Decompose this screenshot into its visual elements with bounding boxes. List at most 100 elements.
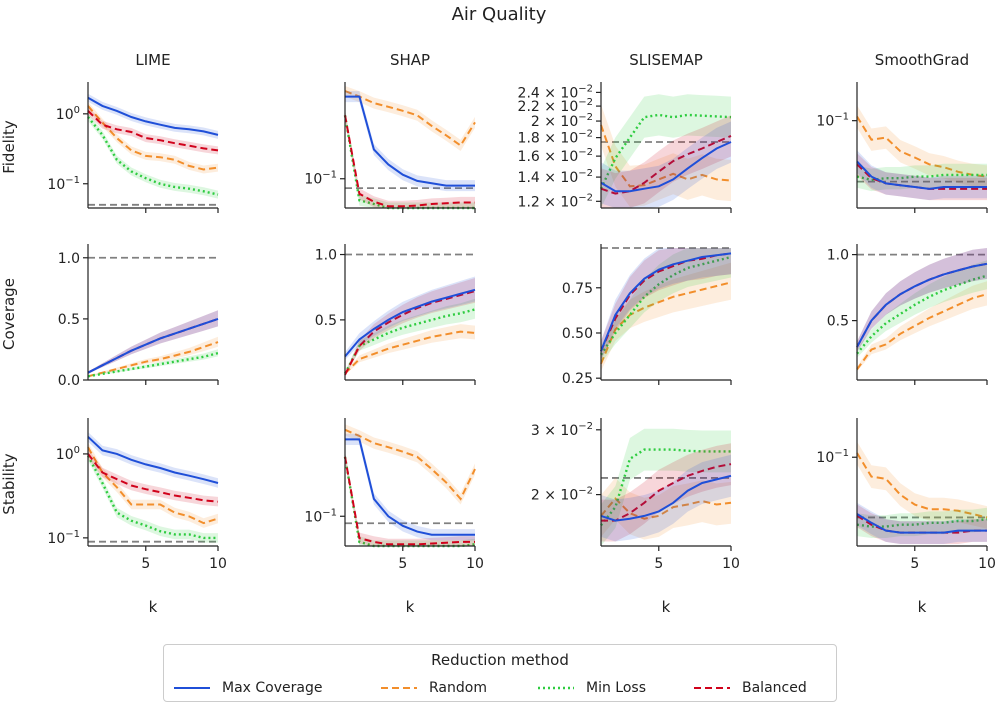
panel-coverage-lime: 1.0 0.5 0.0: [58, 244, 219, 389]
band-max-coverage: [857, 248, 987, 352]
series-line-max-coverage: [345, 438, 475, 536]
series-line-max-coverage: [345, 95, 475, 187]
band-max-coverage: [88, 432, 218, 488]
legend-swatch-random: [381, 687, 417, 689]
panel-stability-shap: 10−1 5 10 k: [304, 418, 484, 616]
series-line-random: [344, 90, 476, 147]
panel-coverage-shap: 1.0 0.5: [315, 244, 476, 385]
y-tick-label: 100: [56, 105, 80, 123]
y-tick-label: 10−1: [816, 448, 849, 466]
y-tick-label: 1.6 × 10−2: [518, 147, 593, 165]
series-line-balanced: [600, 134, 732, 195]
band-max-coverage: [601, 248, 731, 360]
panel-stability-smoothgrad: 10−1 5 10 k: [816, 418, 996, 616]
legend-entries: Max Coverage Random Min Loss Balanced: [164, 678, 836, 698]
band-min-loss: [88, 451, 218, 543]
y-tick-label: 3 × 10−2: [531, 421, 593, 439]
y-tick-label: 0.0: [58, 373, 80, 389]
x-tick-label: 5: [654, 556, 663, 572]
series-line-min-loss: [600, 255, 732, 356]
y-tick-label: 0.50: [562, 326, 593, 342]
band-max-coverage: [857, 502, 987, 544]
y-tick-label: 2 × 10−2: [531, 486, 593, 504]
y-tick-label: 0.75: [562, 281, 593, 297]
band-random: [88, 336, 218, 377]
band-random: [88, 101, 218, 174]
band-max-coverage: [345, 276, 475, 360]
series-line-balanced: [87, 110, 219, 152]
series-line-random: [600, 497, 732, 520]
band-random: [345, 324, 475, 375]
band-min-loss: [601, 248, 731, 364]
band-balanced: [857, 248, 987, 352]
x-tick-label: 10: [978, 556, 996, 572]
series-line-random: [856, 452, 988, 519]
series-line-max-coverage: [600, 474, 732, 522]
y-tick-label: 0.5: [827, 314, 849, 330]
series-line-min-loss: [343, 308, 476, 375]
band-random: [857, 441, 987, 529]
band-balanced: [345, 278, 475, 377]
panel-grid: LIME SHAP SLISEMAP SmoothGrad Fidelity Covera…: [0, 51, 996, 616]
x-tick-label: 10: [209, 556, 227, 572]
series-line-min-loss: [87, 351, 219, 378]
series-line-min-loss: [856, 274, 988, 355]
x-tick-label: 10: [722, 556, 740, 572]
band-random: [601, 477, 731, 540]
y-tick-label: 0.5: [315, 313, 337, 329]
y-tick-label: 10−1: [304, 170, 337, 188]
series-line-max-coverage: [87, 436, 219, 484]
y-tick-label: 0.25: [562, 371, 593, 387]
x-axis-label: k: [662, 598, 671, 616]
panel-coverage-slisemap: 0.75 0.50 0.25: [562, 244, 732, 387]
panel-fidelity-smoothgrad: 10−1: [816, 82, 988, 213]
band-min-loss: [345, 298, 475, 375]
series-line-max-coverage: [87, 96, 219, 136]
x-tick-label: 5: [141, 556, 150, 572]
band-balanced: [601, 115, 731, 208]
legend-label-random: Random: [429, 680, 487, 696]
series-line-random: [87, 446, 219, 525]
legend-entry-balanced: Balanced: [692, 678, 807, 698]
row-title-coverage: Coverage: [0, 278, 18, 350]
figure-canvas: Air Quality LIME SHAP SLISEMAP SmoothGrad Fi…: [0, 4, 996, 616]
column-title-slisemap: SLISEMAP: [629, 51, 703, 69]
y-tick-label: 1.0: [315, 248, 337, 264]
y-tick-label: 1.0: [827, 248, 849, 264]
band-min-loss: [601, 428, 731, 546]
legend-label-balanced: Balanced: [742, 680, 807, 696]
y-tick-label: 10−1: [47, 175, 80, 193]
series-line-random: [600, 124, 732, 188]
y-tick-label: 10−1: [304, 507, 337, 525]
series-line-balanced: [87, 453, 219, 503]
legend-entry-random: Random: [379, 678, 487, 698]
figure-title: Air Quality: [452, 4, 547, 25]
panel-stability-lime: 100 10−1 5 10 k: [47, 418, 227, 616]
x-axis-label: k: [149, 598, 158, 616]
series-line-balanced: [344, 290, 476, 376]
series-line-max-coverage: [600, 141, 732, 193]
x-tick-label: 10: [466, 556, 484, 572]
panel-stability-slisemap: 3 × 10−2 2 × 10−2 5 10 k: [531, 418, 740, 616]
series-line-random: [344, 428, 476, 501]
y-tick-label: 100: [56, 445, 80, 463]
series-line-min-loss: [600, 448, 731, 527]
panel-coverage-smoothgrad: 1.0 0.5: [827, 244, 988, 385]
band-balanced: [601, 443, 731, 542]
panel-fidelity-slisemap: 2.4 × 10−22.2 × 10−22 × 10−21.8 × 10−21.…: [518, 82, 732, 213]
legend: Reduction method Max Coverage Random Min…: [163, 644, 837, 702]
series-line-max-coverage: [600, 252, 732, 352]
legend-swatch-min-loss: [538, 686, 574, 690]
y-tick-label: 2 × 10−2: [531, 112, 593, 130]
y-tick-label: 1.0: [58, 251, 80, 267]
series-line-max-coverage: [856, 513, 987, 534]
series-line-max-coverage: [856, 262, 988, 348]
band-balanced: [345, 109, 475, 208]
legend-entry-max-coverage: Max Coverage: [172, 678, 322, 698]
legend-swatch-balanced: [694, 687, 730, 689]
series-line-balanced: [600, 252, 732, 352]
x-tick-label: 5: [398, 556, 407, 572]
band-min-loss: [88, 349, 218, 377]
x-tick-label: 5: [910, 556, 919, 572]
legend-swatch-max-coverage: [174, 687, 210, 689]
